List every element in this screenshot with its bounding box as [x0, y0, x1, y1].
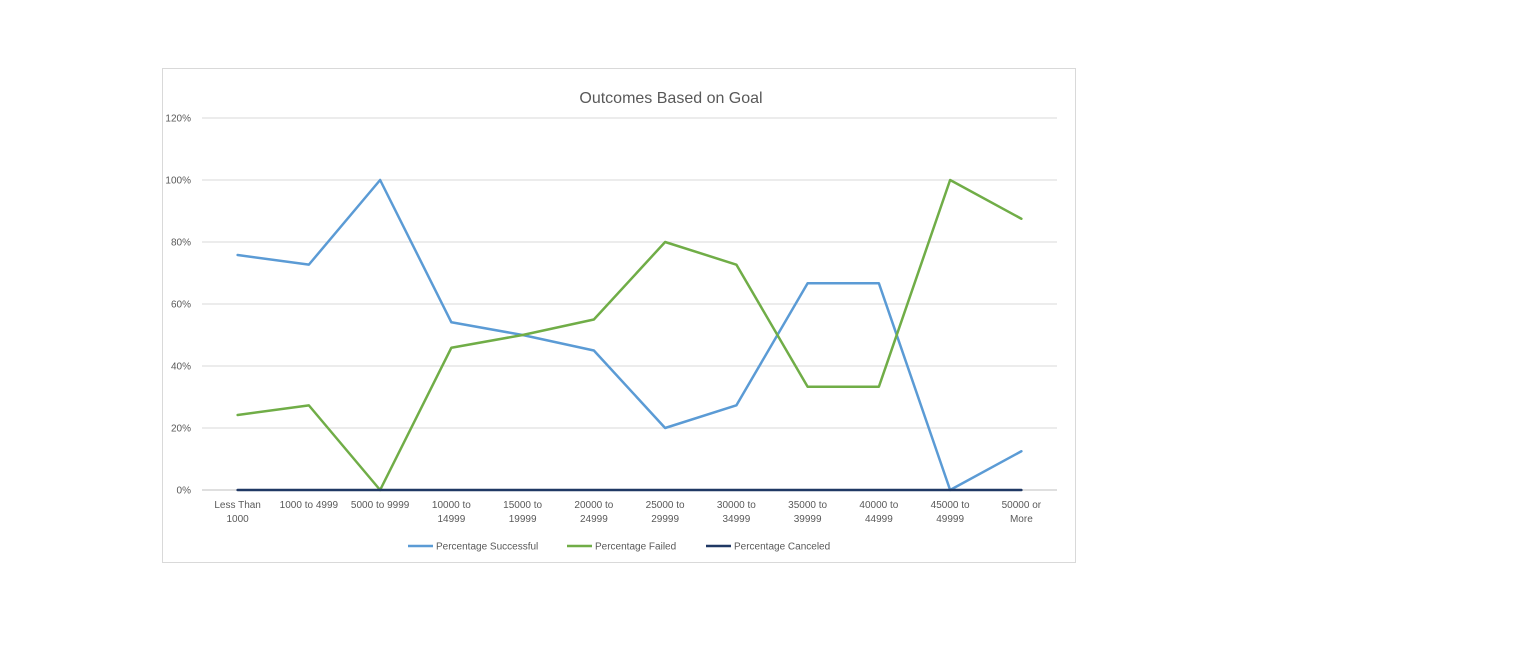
- y-tick-label: 60%: [171, 300, 191, 311]
- x-tick-label: 10000 to 14999: [432, 500, 471, 525]
- y-tick-label: 0%: [177, 486, 192, 497]
- x-tick-label: Less Than 1000: [214, 500, 261, 525]
- x-tick-label: 30000 to 34999: [717, 500, 756, 525]
- legend-label: Percentage Failed: [595, 542, 676, 553]
- x-tick-label: 20000 to 24999: [574, 500, 613, 525]
- legend: Percentage Successful Percentage Failed Pe…: [408, 542, 830, 553]
- x-tick-label: 1000 to 4999: [280, 500, 339, 511]
- line-chart: Outcomes Based on Goal 0% 20% 40% 60% 80% 100…: [165, 90, 1057, 553]
- x-tick-label: 50000 or More: [1002, 500, 1042, 525]
- y-tick-label: 20%: [171, 424, 191, 435]
- y-tick-label: 100%: [165, 176, 191, 187]
- x-tick-label: 35000 to 39999: [788, 500, 827, 525]
- y-tick-label: 80%: [171, 238, 191, 249]
- x-axis-ticks: Less Than 1000 1000 to 4999 5000 to 9999 100…: [214, 500, 1041, 525]
- x-tick-label: 45000 to 49999: [931, 500, 970, 525]
- series-line-1: [236, 178, 1023, 492]
- gridlines: [202, 117, 1057, 491]
- x-tick-label: 40000 to 44999: [859, 500, 898, 525]
- x-tick-label: 5000 to 9999: [351, 500, 410, 511]
- series-lines: [236, 178, 1023, 492]
- chart-container: Outcomes Based on Goal 0% 20% 40% 60% 80% 100…: [162, 68, 1076, 563]
- legend-label: Percentage Successful: [436, 542, 538, 553]
- y-axis-ticks: 0% 20% 40% 60% 80% 100% 120%: [165, 114, 191, 497]
- series-line-2: [236, 178, 1023, 492]
- y-tick-label: 40%: [171, 362, 191, 373]
- x-tick-label: 15000 to 19999: [503, 500, 542, 525]
- y-tick-label: 120%: [165, 114, 191, 125]
- x-tick-label: 25000 to 29999: [646, 500, 685, 525]
- chart-title: Outcomes Based on Goal: [579, 90, 762, 107]
- legend-label: Percentage Canceled: [734, 542, 830, 553]
